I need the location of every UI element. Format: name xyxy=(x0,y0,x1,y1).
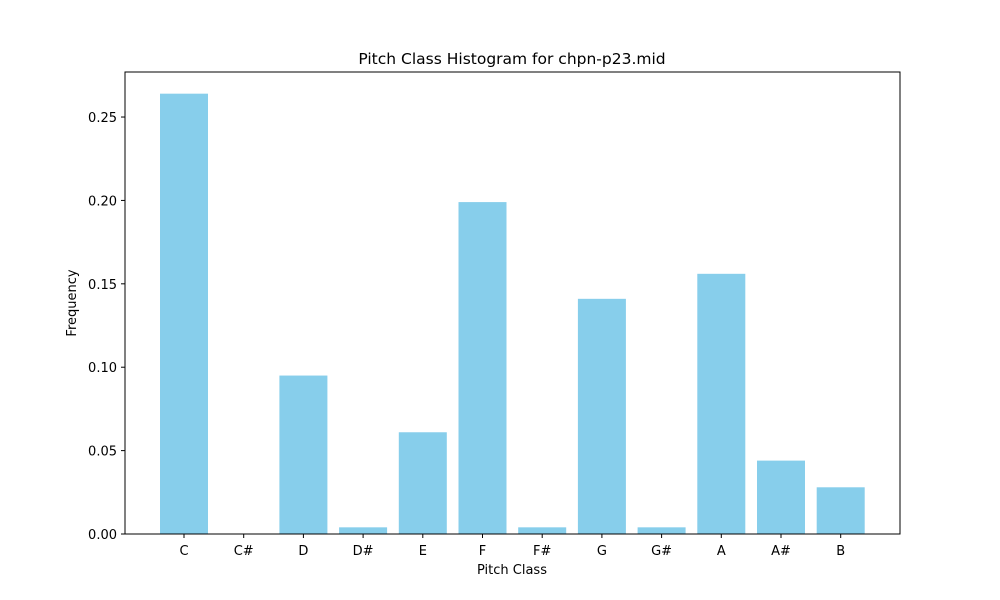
bar-f xyxy=(458,202,507,534)
bar-e xyxy=(398,432,447,534)
bar-g xyxy=(577,298,626,534)
x-tick-label: B xyxy=(836,544,845,559)
x-tick-label: F# xyxy=(533,544,551,559)
x-tick-label: E xyxy=(419,544,427,559)
y-tick-label: 0.05 xyxy=(88,445,117,460)
y-tick-label: 0.15 xyxy=(88,278,117,293)
y-axis: 0.00 0.05 0.10 0.15 0.20 0.25 xyxy=(88,111,125,543)
x-tick-label: A# xyxy=(771,544,791,559)
y-tick-label: 0.00 xyxy=(88,528,117,543)
x-tick-label: D# xyxy=(353,544,374,559)
bar-f-sharp xyxy=(518,527,567,534)
chart-title: Pitch Class Histogram for chpn-p23.mid xyxy=(358,50,665,68)
y-axis-label: Frequency xyxy=(65,269,80,336)
x-tick-label: C xyxy=(179,544,188,559)
bar-c xyxy=(160,93,208,534)
x-tick-label: A xyxy=(717,544,726,559)
x-axis-label: Pitch Class xyxy=(477,563,547,578)
bar-d xyxy=(279,375,328,534)
bars-layer xyxy=(160,93,865,534)
bar-g-sharp xyxy=(637,527,686,534)
x-axis: C C# D D# E F F# G G# A A# B xyxy=(179,534,845,559)
plot-frame xyxy=(124,71,901,535)
bar-a-sharp xyxy=(757,460,805,534)
y-tick-label: 0.10 xyxy=(88,361,117,376)
bar-a xyxy=(697,273,746,534)
x-tick-label: G# xyxy=(651,544,672,559)
x-tick-label: D xyxy=(298,544,308,559)
x-tick-label: F xyxy=(479,544,486,559)
y-tick-label: 0.25 xyxy=(88,111,117,126)
y-tick-label: 0.20 xyxy=(88,194,117,209)
bar-b xyxy=(816,487,865,534)
x-tick-label: G xyxy=(597,544,607,559)
bar-d-sharp xyxy=(339,527,388,534)
x-tick-label: C# xyxy=(234,544,254,559)
